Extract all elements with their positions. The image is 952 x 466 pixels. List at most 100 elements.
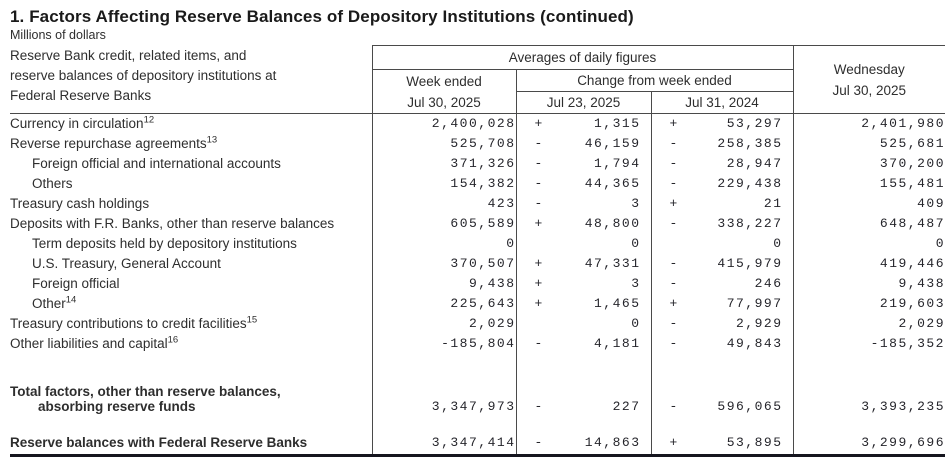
change-value: 246 — [754, 276, 783, 291]
footnote-ref: 12 — [143, 114, 155, 126]
week-ended-value: 3,347,973 — [372, 369, 517, 416]
footnote-ref: 13 — [206, 134, 218, 146]
change-value: 3 — [631, 196, 641, 211]
change-value: 4,181 — [593, 336, 641, 351]
change-prior-year: - 338,227 — [651, 213, 794, 234]
total-factors-row: Total factors, other than reserve balanc… — [10, 369, 945, 416]
change-value: 46,159 — [584, 136, 641, 151]
row-label: Total factors, other than reserve balanc… — [10, 369, 373, 416]
change-prior-week: +48,800 — [516, 213, 652, 234]
change-value: 415,979 — [717, 256, 783, 271]
change-sign: + — [669, 196, 679, 211]
spacer-row — [10, 353, 945, 370]
change-prior-week: - 227 — [516, 369, 652, 416]
change-prior-year: +53,895 — [651, 429, 794, 457]
stub-line-2: reserve balances of depository instituti… — [10, 67, 277, 83]
change-sign: - — [669, 256, 679, 271]
total-label-line-1: Total factors, other than reserve balanc… — [10, 383, 281, 399]
change-value: 14,863 — [584, 435, 641, 450]
change-sign: - — [669, 336, 679, 351]
change-sign: + — [534, 256, 544, 271]
change-prior-year: - 229,438 — [651, 173, 794, 194]
change-prior-year: - 2,929 — [651, 313, 794, 334]
row-label: U.S. Treasury, General Account — [10, 253, 373, 274]
change-prior-week: - 46,159 — [516, 133, 652, 154]
table-row: Term deposits held by depository institu… — [10, 233, 945, 254]
change-prior-week: +3 — [516, 273, 652, 294]
change-sign: - — [669, 316, 679, 331]
week-ended-value: 154,382 — [372, 173, 517, 194]
averages-header: Averages of daily figures — [372, 45, 794, 70]
week-ended-header: Week ended Jul 30, 2025 — [372, 69, 517, 114]
footnote-ref: 16 — [167, 334, 179, 346]
wednesday-header-line-1: Wednesday — [833, 61, 905, 77]
change-sign: + — [669, 435, 679, 450]
page-title: 1. Factors Affecting Reserve Balances of… — [10, 7, 634, 26]
change-value: 21 — [763, 196, 783, 211]
week-ended-header-line-1: Week ended — [406, 73, 482, 89]
change-value: 53,297 — [726, 116, 783, 132]
wednesday-value: 2,029 — [898, 316, 945, 331]
change-sign: - — [534, 435, 544, 450]
row-label: Treasury contributions to credit facilit… — [10, 313, 373, 334]
change-prior-year: - 246 — [651, 273, 794, 294]
wednesday-value: 2,401,980 — [861, 116, 945, 132]
change-col-jul-31-2024: Jul 31, 2024 — [651, 91, 794, 114]
week-ended-value: -185,804 — [372, 333, 517, 354]
change-sign: + — [534, 216, 544, 231]
change-prior-year: +21 — [651, 193, 794, 214]
change-value: 338,227 — [717, 216, 783, 231]
row-label: Foreign official — [10, 273, 373, 294]
change-prior-week: 0 — [516, 313, 652, 334]
change-prior-year: - 258,385 — [651, 133, 794, 154]
change-sign: - — [669, 216, 679, 231]
wednesday-value: 648,487 — [879, 216, 945, 231]
change-sign: + — [534, 276, 544, 291]
week-ended-value: 423 — [372, 193, 517, 214]
week-ended-value: 225,643 — [372, 293, 517, 314]
change-value: 77,997 — [726, 296, 783, 311]
change-sign: - — [534, 176, 544, 191]
change-sign: - — [534, 196, 544, 211]
change-sign: - — [669, 398, 679, 414]
wednesday-value: 370,200 — [879, 156, 945, 171]
change-value: 44,365 — [584, 176, 641, 191]
change-value: 48,800 — [584, 216, 641, 231]
row-label: Treasury cash holdings — [10, 193, 373, 214]
stub-line-1: Reserve Bank credit, related items, and — [10, 47, 247, 63]
change-sign: - — [534, 136, 544, 151]
wednesday-value: 0 — [935, 236, 945, 251]
factors-table: Reserve Bank credit, related items, and … — [10, 45, 945, 457]
table-row: Deposits with F.R. Banks, other than res… — [10, 213, 945, 234]
wednesday-value: 3,393,235 — [861, 398, 945, 414]
row-label: Reverse repurchase agreements13 — [10, 133, 373, 154]
week-ended-value: 371,326 — [372, 153, 517, 174]
change-prior-week: +47,331 — [516, 253, 652, 274]
change-prior-week: - 14,863 — [516, 429, 652, 457]
wednesday-value: 9,438 — [898, 276, 945, 291]
change-prior-week: - 1,794 — [516, 153, 652, 174]
reserve-balances-row: Reserve balances with Federal Reserve Ba… — [10, 429, 945, 457]
change-value: 229,438 — [717, 176, 783, 191]
week-ended-header-line-2: Jul 30, 2025 — [407, 94, 481, 110]
footnote-ref: 14 — [65, 294, 77, 306]
reserve-label: Reserve balances with Federal Reserve Ba… — [10, 435, 308, 450]
change-sign: + — [669, 116, 679, 132]
stub-line-3: Federal Reserve Banks — [10, 87, 152, 103]
change-from-header: Change from week ended — [516, 69, 794, 92]
wednesday-value: 219,603 — [879, 296, 945, 311]
row-label: Deposits with F.R. Banks, other than res… — [10, 213, 373, 234]
week-ended-value: 525,708 — [372, 133, 517, 154]
row-label: Other liabilities and capital16 — [10, 333, 373, 354]
change-prior-week: +1,465 — [516, 293, 652, 314]
units-label: Millions of dollars — [10, 28, 106, 42]
row-label: Term deposits held by depository institu… — [10, 233, 373, 254]
wednesday-value: 3,299,696 — [793, 429, 945, 457]
week-ended-value: 0 — [372, 233, 517, 254]
change-sign: - — [669, 176, 679, 191]
table-row: Reverse repurchase agreements13 525,708 … — [10, 133, 945, 154]
change-sign: - — [669, 276, 679, 291]
change-value: 53,895 — [726, 435, 783, 450]
change-value: 0 — [773, 236, 783, 251]
